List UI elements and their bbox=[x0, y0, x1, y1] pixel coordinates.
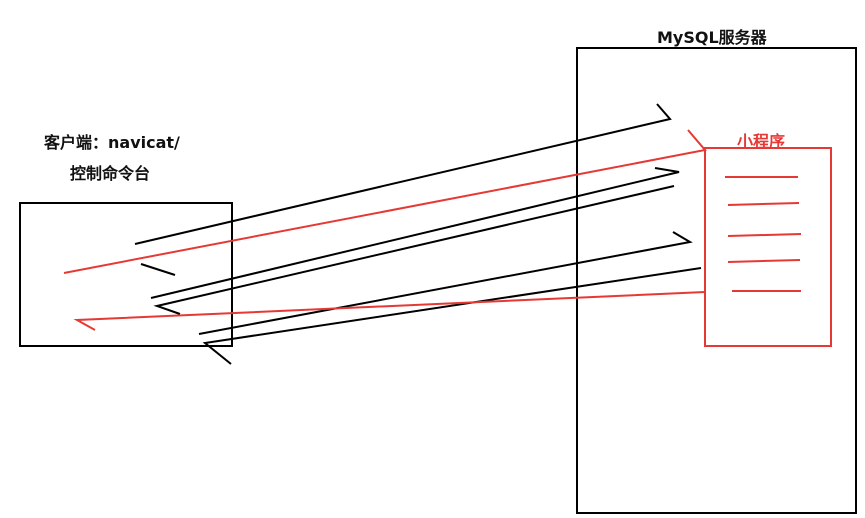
server-box bbox=[576, 47, 857, 514]
connection-line-5 bbox=[198, 231, 693, 335]
request-line bbox=[63, 129, 707, 274]
client-box bbox=[19, 202, 233, 347]
connection-line-6 bbox=[202, 267, 702, 365]
program-code-lines bbox=[725, 176, 802, 292]
program-title: 小程序 bbox=[737, 132, 786, 151]
connection-line-2 bbox=[140, 263, 176, 276]
connection-line-1 bbox=[134, 103, 672, 245]
connection-line-3 bbox=[150, 167, 680, 299]
server-title: MySQL服务器 bbox=[657, 28, 767, 47]
request-lines bbox=[63, 129, 707, 331]
connection-lines bbox=[134, 103, 702, 365]
connection-line-4 bbox=[153, 185, 675, 315]
code-line bbox=[727, 233, 802, 237]
client-label-subtitle: 控制命令台 bbox=[70, 164, 151, 183]
response-line bbox=[73, 291, 706, 331]
code-line bbox=[727, 259, 801, 263]
program-box bbox=[704, 147, 832, 347]
client-label: 客户端：navicat/ bbox=[44, 133, 180, 152]
code-line bbox=[727, 202, 800, 206]
